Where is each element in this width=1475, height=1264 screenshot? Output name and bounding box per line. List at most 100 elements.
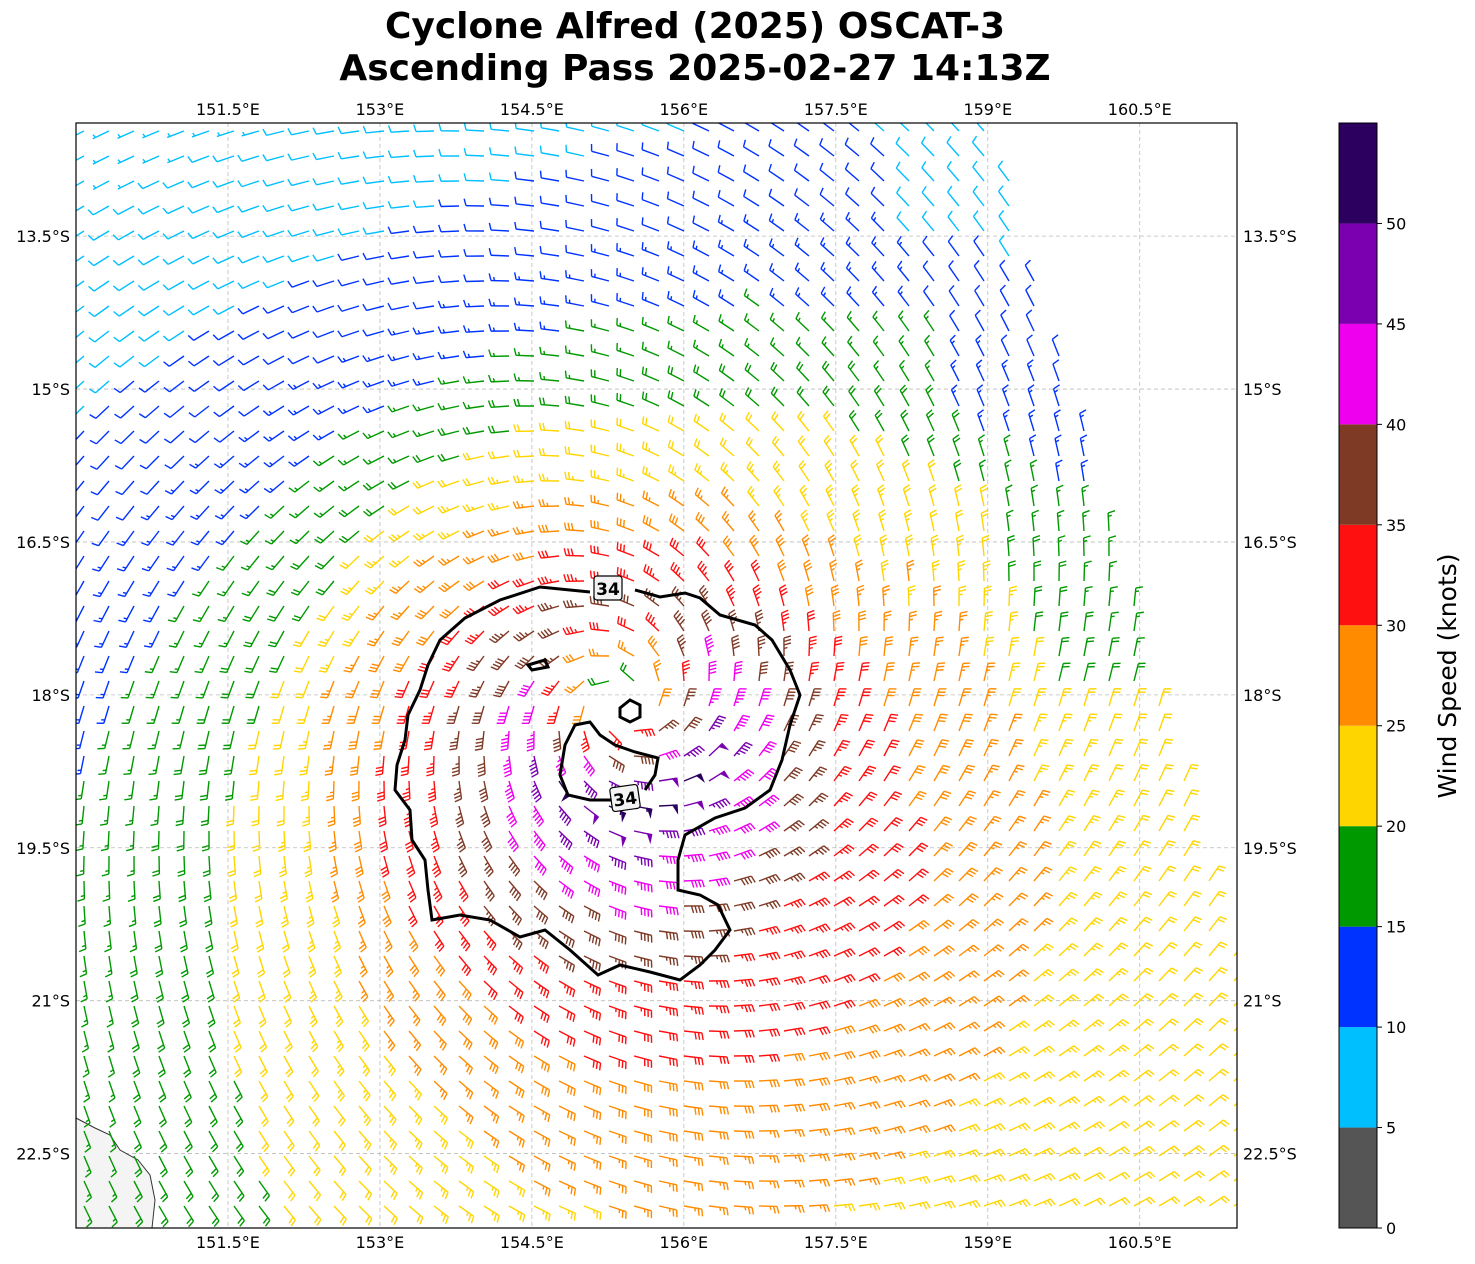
wind-barb: [871, 236, 885, 257]
barb-half-feather: [454, 737, 459, 740]
barb-shaft: [104, 730, 110, 749]
wind-barb: [193, 630, 210, 648]
barb-feather: [666, 141, 670, 150]
wind-barb: [500, 730, 510, 752]
wind-barb: [1033, 713, 1048, 732]
barb-shaft: [693, 370, 710, 382]
wind-barb: [1028, 434, 1037, 457]
wind-barb: [583, 755, 596, 777]
barb-feather: [743, 825, 750, 833]
barb-feather: [68, 595, 75, 597]
barb-shaft: [416, 230, 435, 234]
wind-barb: [1008, 662, 1021, 682]
barb-shaft: [758, 688, 765, 707]
barb-half-feather: [121, 540, 126, 544]
wind-barb: [933, 713, 948, 732]
barb-feather: [641, 142, 644, 150]
barb-feather: [675, 749, 681, 757]
barb-shaft: [743, 195, 760, 207]
barb-shaft: [96, 480, 110, 496]
barb-feather: [851, 437, 858, 444]
wind-barb: [883, 662, 895, 682]
barb-shaft: [883, 739, 893, 757]
barb-shaft: [566, 452, 585, 457]
barb-shaft: [167, 255, 185, 266]
barb-half-feather: [881, 542, 886, 546]
barb-shaft: [481, 730, 485, 749]
barb-shaft: [1158, 739, 1167, 757]
barb-shaft: [170, 455, 185, 469]
barb-shaft: [207, 805, 210, 825]
barb-shaft: [667, 396, 685, 407]
wind-barb: [853, 534, 862, 557]
wind-barb: [1058, 764, 1075, 782]
wind-barb: [456, 830, 466, 853]
barb-feather: [138, 361, 145, 368]
barb-shaft: [924, 340, 935, 357]
wind-barb: [1079, 409, 1087, 432]
barb-feather: [565, 245, 568, 253]
wind-barb: [387, 277, 410, 285]
barb-shaft: [849, 440, 860, 457]
barb-shaft: [248, 580, 260, 597]
barb-feather: [889, 771, 898, 775]
wind-barb: [870, 186, 885, 207]
wind-barb: [1024, 259, 1035, 282]
barb-shaft: [896, 217, 910, 232]
barb-shaft: [668, 495, 685, 507]
barb-feather: [252, 844, 260, 849]
barb-feather: [893, 819, 901, 825]
barb-feather: [993, 790, 1001, 794]
barb-shaft: [1083, 613, 1088, 632]
barb-half-feather: [725, 469, 729, 474]
barb-feather: [1091, 818, 1099, 822]
wind-barb: [750, 559, 761, 582]
barb-feather: [787, 749, 796, 753]
wind-barb: [164, 455, 185, 470]
barb-shaft: [296, 555, 310, 570]
barb-feather: [138, 336, 145, 342]
wind-barb: [137, 255, 160, 266]
barb-shaft: [100, 630, 110, 648]
wind-barb: [313, 505, 335, 518]
wind-barb: [783, 793, 805, 807]
wind-barb: [922, 260, 935, 282]
barb-half-feather: [98, 591, 102, 595]
wind-barb: [488, 172, 510, 182]
barb-half-feather: [456, 787, 461, 791]
barb-feather: [1164, 767, 1173, 770]
barb-feather: [212, 155, 218, 163]
barb-shaft: [717, 196, 735, 207]
barb-feather: [112, 234, 119, 241]
wind-barb: [1033, 636, 1045, 657]
barb-shaft: [997, 166, 1010, 182]
barb-feather: [539, 271, 542, 279]
barb-feather: [275, 798, 283, 802]
barb-feather: [668, 464, 672, 472]
barb-feather: [568, 396, 571, 404]
barb-feather: [967, 818, 975, 823]
barb-feather: [788, 774, 796, 780]
wind-barb: [720, 486, 735, 507]
barb-feather: [936, 636, 944, 639]
barb-feather: [444, 695, 452, 699]
barb-feather: [1030, 459, 1038, 464]
barb-shaft: [774, 515, 785, 532]
barb-feather: [564, 471, 567, 479]
barb-shaft: [717, 171, 735, 182]
barb-shaft: [975, 339, 985, 357]
barb-shaft: [616, 449, 635, 457]
barb-half-feather: [397, 586, 402, 590]
barb-feather: [693, 364, 697, 372]
barb-feather: [873, 384, 880, 392]
barb-feather: [845, 211, 850, 219]
barb-feather: [742, 139, 747, 147]
barb-half-feather: [295, 538, 299, 542]
barb-feather: [908, 585, 916, 589]
barb-shaft: [273, 605, 285, 622]
barb-feather: [567, 446, 571, 455]
wind-barb: [513, 322, 535, 332]
wind-barb: [983, 636, 995, 657]
wind-barb: [616, 567, 635, 582]
barb-feather: [430, 819, 438, 825]
